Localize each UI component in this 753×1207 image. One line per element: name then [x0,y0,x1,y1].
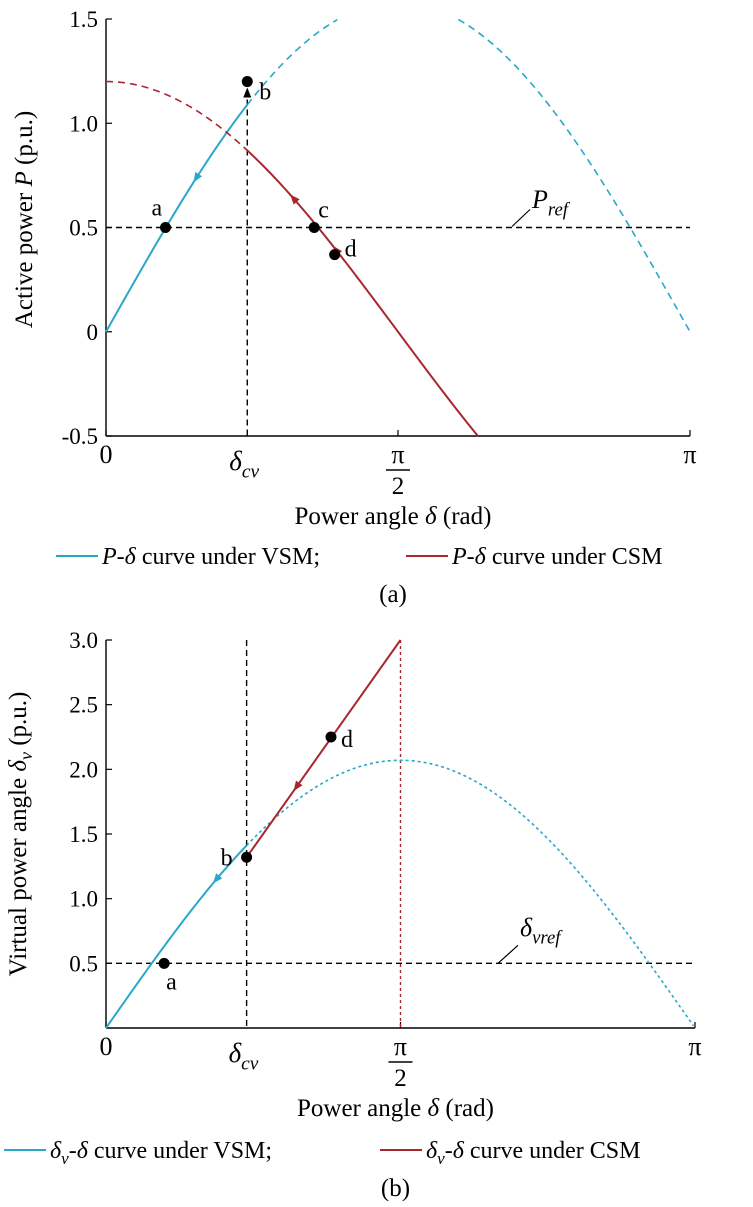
delta-cv-label: δcv [229,446,259,483]
y-tick-label: 0 [87,320,99,345]
vsm-curve-dashed [246,18,691,333]
point-a [159,222,171,233]
y-tick-label: -0.5 [62,424,98,449]
legend-entry: P-δ curve under CSM [451,544,662,570]
x-axis-label: Power angle δ (rad) [297,1095,494,1122]
x-tick-label: 0 [100,1032,113,1061]
y-tick-label: 2.5 [69,693,98,718]
vsm-curve-solid [105,104,249,333]
x-tick-label-numerator: π [391,440,404,469]
y-tick-label: 1.0 [69,111,98,136]
point-label-c: c [318,198,329,224]
point-label-a: a [151,196,162,222]
ref-line-label: Pref [531,185,571,220]
point-label-a: a [166,969,177,995]
y-axis-label: Virtual power angle δv (p.u.) [5,692,36,977]
legend-entry: δv-δ curve under CSM [426,1138,641,1168]
csm-curve-dashed [105,80,248,151]
point-d [329,249,341,261]
x-tick-label-denominator: 2 [394,1065,407,1092]
vsm-arrow [212,873,223,884]
y-tick-label: 1.0 [69,887,98,912]
x-tick-label: 0 [100,440,113,469]
legend: P-δ curve under VSM; P-δ curve under CSM [56,544,662,570]
vsm-arrow [193,171,203,183]
y-tick-label: 0.5 [69,216,98,241]
point-b [241,76,253,88]
panel-label: (a) [379,581,407,608]
point-label-b: b [259,80,271,106]
delta-cv-arrow [243,87,252,98]
point-label-d: d [341,727,353,753]
point-label-b: b [221,845,233,871]
point-d [325,731,337,743]
legend: δv-δ curve under VSM; δv-δ curve under CS… [4,1138,641,1168]
ref-leader [511,209,531,227]
x-axis-label: Power angle δ (rad) [295,503,492,530]
csm-arrow [293,780,303,792]
x-tick-label-denominator: 2 [392,473,405,500]
point-label-d: d [345,237,357,263]
delta-cv-label: δcv [229,1038,259,1075]
point-b [241,851,253,863]
panel-label: (b) [381,1175,410,1202]
panel-b-virtual-angle-curve: 0.5 1.0 1.5 2.0 2.5 3.0 0 π 2 π δcv Power angle δ (… [4,628,702,1202]
y-tick-label: 1.5 [69,822,98,847]
x-tick-label-numerator: π [394,1032,407,1061]
x-tick-label: π [688,1032,701,1061]
csm-arrow [290,194,300,205]
y-tick-label: 3.0 [69,628,98,653]
point-a [158,957,170,969]
csm-curve-solid [246,149,479,437]
y-tick-label: 1.5 [69,7,98,32]
ref-line-label: δvref [520,913,563,948]
y-tick-label: 2.0 [69,757,98,782]
legend-entry: P-δ curve under VSM; [101,544,320,570]
legend-entry: δv-δ curve under VSM; [50,1138,272,1168]
ref-leader [497,944,519,964]
y-axis-label: Active power P (p.u.) [11,111,38,328]
vsm-curve-dotted [246,759,695,1027]
vsm-curve-solid [105,844,248,1029]
x-tick-label: π [683,440,696,469]
point-c [308,222,320,233]
csm-line [245,639,402,858]
y-tick-label: 0.5 [69,951,98,976]
